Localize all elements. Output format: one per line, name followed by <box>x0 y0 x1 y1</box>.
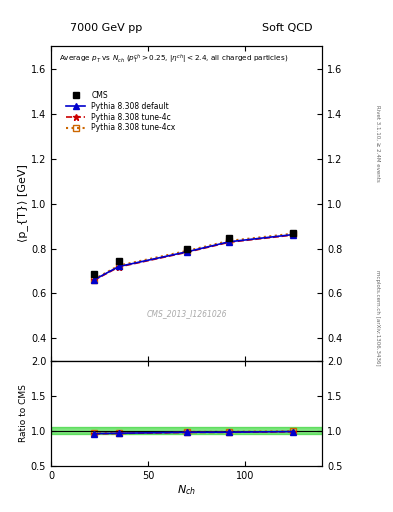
Text: CMS_2013_I1261026: CMS_2013_I1261026 <box>147 309 227 318</box>
Legend: CMS, Pythia 8.308 default, Pythia 8.308 tune-4c, Pythia 8.308 tune-4cx: CMS, Pythia 8.308 default, Pythia 8.308 … <box>63 88 178 136</box>
X-axis label: $N_{ch}$: $N_{ch}$ <box>177 483 196 497</box>
Y-axis label: ⟨p_{T}⟩ [GeV]: ⟨p_{T}⟩ [GeV] <box>17 164 28 243</box>
Bar <box>51 428 322 434</box>
Text: Average $p_T$ vs $N_{ch}$ ($p_T^{ch}>$0.25, $|\eta^{ch}|<$2.4, all charged parti: Average $p_T$ vs $N_{ch}$ ($p_T^{ch}>$0.… <box>59 52 288 66</box>
Y-axis label: Ratio to CMS: Ratio to CMS <box>19 385 28 442</box>
Text: Rivet 3.1.10, ≥ 2.4M events: Rivet 3.1.10, ≥ 2.4M events <box>375 105 380 182</box>
Text: Soft QCD: Soft QCD <box>262 23 312 33</box>
Text: mcplots.cern.ch [arXiv:1306.3436]: mcplots.cern.ch [arXiv:1306.3436] <box>375 270 380 365</box>
Text: 7000 GeV pp: 7000 GeV pp <box>70 23 142 33</box>
